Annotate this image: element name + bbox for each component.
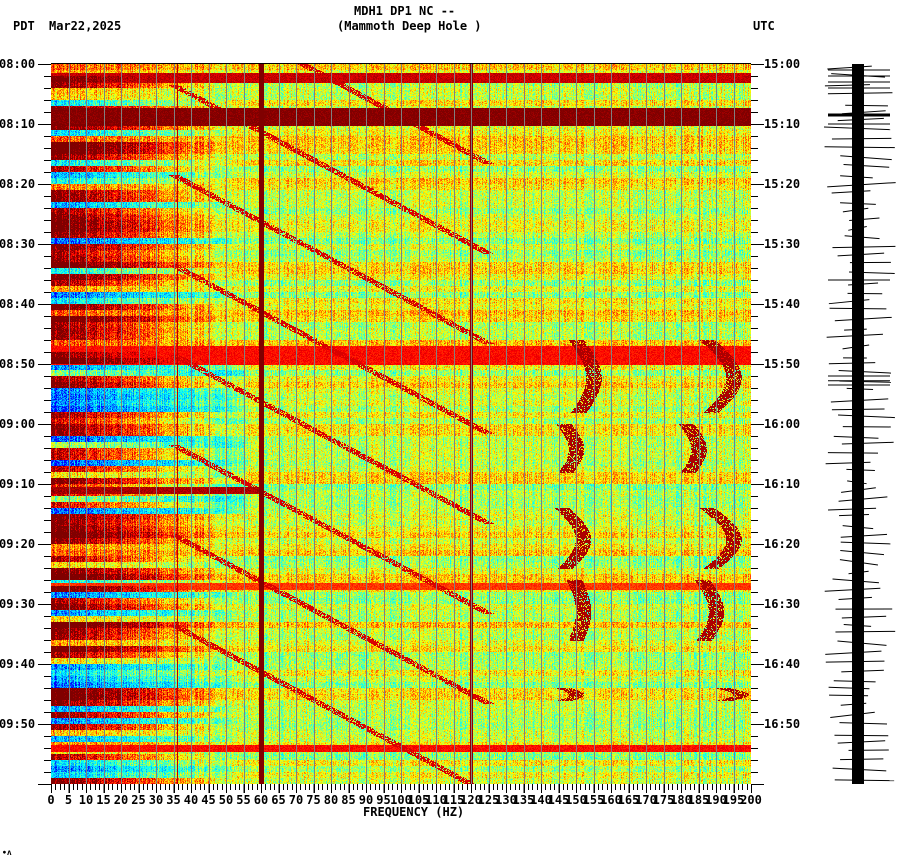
x-tick-label: 40	[183, 793, 199, 807]
x-tick-label: 45	[201, 793, 216, 807]
y-tick-label-left: 08:30	[0, 237, 36, 251]
x-tick-label: 60	[253, 793, 269, 807]
x-tick-label: 65	[271, 793, 286, 807]
x-tick-label: 190	[705, 793, 727, 807]
station-line: MDH1 DP1 NC --	[354, 4, 456, 18]
x-tick-label: 145	[547, 793, 570, 807]
x-axis-title: FREQUENCY (HZ)	[363, 805, 465, 819]
x-tick-label: 20	[113, 793, 129, 807]
y-tick-label-right: 16:30	[764, 597, 801, 611]
x-tick-label: 80	[323, 793, 339, 807]
x-tick-label: 5	[64, 793, 73, 807]
x-tick-label: 105	[407, 793, 430, 807]
x-tick-label: 90	[358, 793, 374, 807]
x-tick-label: 30	[148, 793, 164, 807]
spectrogram-heatmap	[51, 64, 751, 784]
x-tick-label: 135	[512, 793, 535, 807]
x-tick-label: 115	[442, 793, 465, 807]
x-tick-label: 125	[477, 793, 500, 807]
x-tick-label: 100	[390, 793, 412, 807]
x-tick-label: 70	[288, 793, 304, 807]
x-tick-label: 170	[635, 793, 657, 807]
x-tick-label: 165	[617, 793, 640, 807]
date-label: Mar22,2025	[49, 19, 122, 33]
x-tick-label: 185	[687, 793, 710, 807]
y-tick-label-left: 09:10	[0, 477, 36, 491]
x-tick-label: 95	[376, 793, 391, 807]
x-tick-label: 155	[582, 793, 605, 807]
x-tick-label: 55	[236, 793, 251, 807]
x-tick-label: 140	[530, 793, 552, 807]
station-name: (Mammoth Deep Hole )	[337, 19, 482, 33]
x-tick-label: 180	[670, 793, 692, 807]
x-tick-label: 0	[47, 793, 55, 807]
x-tick-label: 85	[341, 793, 356, 807]
x-tick-label: 35	[166, 793, 181, 807]
x-tick-label: 15	[96, 793, 111, 807]
y-tick-label-left: 08:20	[0, 177, 36, 191]
y-tick-label-right: 15:40	[764, 297, 801, 311]
y-tick-label-right: 15:50	[764, 357, 801, 371]
left-timezone: PDT	[13, 19, 35, 33]
y-tick-label-right: 16:00	[764, 417, 801, 431]
y-tick-label-right: 15:10	[764, 117, 801, 131]
x-tick-label: 130	[495, 793, 517, 807]
x-tick-label: 120	[460, 793, 482, 807]
y-tick-label-right: 15:00	[764, 57, 801, 71]
y-tick-label-right: 15:30	[764, 237, 801, 251]
y-tick-label-left: 09:30	[0, 597, 36, 611]
y-tick-label-right: 16:10	[764, 477, 801, 491]
y-tick-label-left: 09:50	[0, 717, 36, 731]
y-tick-label-left: 09:20	[0, 537, 36, 551]
y-tick-label-left: 09:40	[0, 657, 36, 671]
x-tick-label: 110	[425, 793, 447, 807]
y-tick-label-left: 08:10	[0, 117, 36, 131]
seismogram-trace	[823, 64, 896, 784]
x-tick-label: 25	[131, 793, 146, 807]
y-tick-label-right: 16:40	[764, 657, 801, 671]
y-tick-label-left: 09:00	[0, 417, 36, 431]
x-tick-label: 150	[565, 793, 587, 807]
right-timezone: UTC	[753, 19, 775, 33]
y-tick-label-right: 16:50	[764, 717, 801, 731]
x-tick-label: 160	[600, 793, 622, 807]
x-tick-label: 50	[218, 793, 234, 807]
y-tick-label-right: 15:20	[764, 177, 801, 191]
y-tick-label-right: 16:20	[764, 537, 801, 551]
y-tick-label-left: 08:00	[0, 57, 36, 71]
x-tick-label: 10	[78, 793, 94, 807]
footer-mark: ∙ʌ	[2, 848, 12, 857]
y-tick-label-left: 08:40	[0, 297, 36, 311]
x-tick-label: 175	[652, 793, 675, 807]
x-tick-label: 75	[306, 793, 321, 807]
y-tick-label-left: 08:50	[0, 357, 36, 371]
x-tick-label: 195	[722, 793, 745, 807]
x-tick-label: 200	[740, 793, 762, 807]
